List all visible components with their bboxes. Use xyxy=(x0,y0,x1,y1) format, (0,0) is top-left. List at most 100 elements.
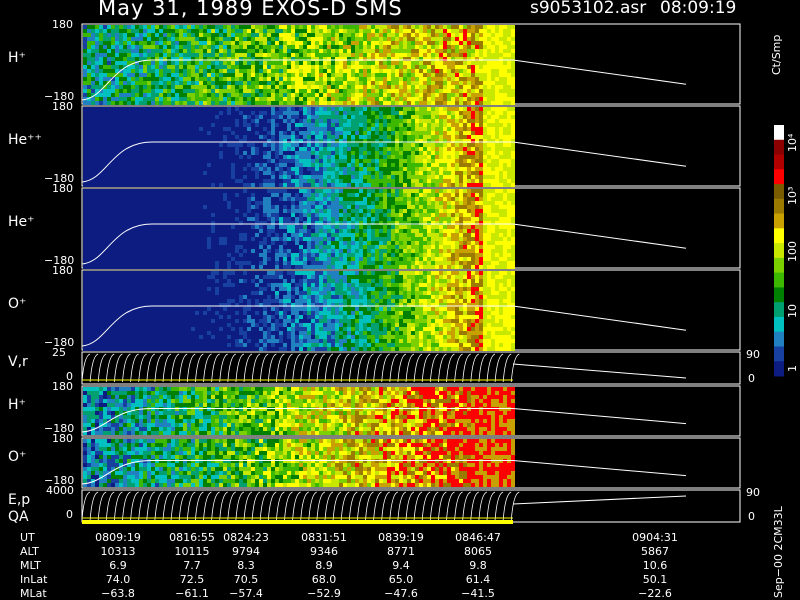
row-value: 10.6 xyxy=(642,559,668,572)
side-text: Sep−00 2CM33L xyxy=(772,506,785,598)
row-value: 5867 xyxy=(641,545,669,558)
row-value: 9.8 xyxy=(469,559,487,572)
colorbar-swatch xyxy=(774,169,784,185)
row-value: 68.0 xyxy=(311,573,337,586)
axis-tick-bottom: −180 xyxy=(44,172,75,185)
chart-title: May 31, 1989 EXOS-D SMS xyxy=(98,0,403,20)
colorbar-swatch xyxy=(774,302,784,318)
panel-label: E,p xyxy=(8,492,31,508)
row-value: −57.4 xyxy=(229,587,263,600)
row-value: 10313 xyxy=(100,545,136,558)
axis-tick-top: 180 xyxy=(52,182,73,195)
row-value: 10115 xyxy=(174,545,210,558)
colorbar-swatch xyxy=(774,228,784,244)
line-series xyxy=(81,353,520,383)
axis-tick-top: 180 xyxy=(52,432,73,445)
row-value: −47.6 xyxy=(384,587,418,600)
row-value: 0816:55 xyxy=(169,531,215,544)
row-value: 7.7 xyxy=(183,559,201,572)
heatmap-cells xyxy=(83,189,515,269)
axis-tick-bottom: −180 xyxy=(44,336,75,349)
colorbar-swatch xyxy=(774,257,784,274)
axis-tick-top: 180 xyxy=(52,264,73,277)
row-label: UT xyxy=(20,531,35,544)
axis-tick-top: 180 xyxy=(52,100,73,113)
row-value: 0831:51 xyxy=(301,531,347,544)
row-value: 61.4 xyxy=(465,573,491,586)
row-value: 9.4 xyxy=(392,559,410,572)
row-value: 8.9 xyxy=(315,559,333,572)
row-value: 0809:19 xyxy=(95,531,141,544)
colorbar-swatch xyxy=(774,243,784,259)
trend-line xyxy=(512,363,687,379)
colorbar-swatch xyxy=(774,361,784,377)
axis-tick-bottom: −180 xyxy=(44,474,75,487)
heatmap-cells xyxy=(83,387,515,435)
trace-line xyxy=(81,408,687,433)
row-value: 9346 xyxy=(310,545,338,558)
qa-label: QA xyxy=(8,509,29,525)
axis-tick-bottom: −180 xyxy=(44,90,75,103)
colorbar-swatch xyxy=(774,316,784,333)
row-label: MLT xyxy=(20,559,41,572)
row-value: 0846:47 xyxy=(455,531,501,544)
colorbar-swatch xyxy=(774,139,784,156)
line-series xyxy=(81,491,520,521)
row-value: 0904:31 xyxy=(632,531,678,544)
colorbar-tick: 10 xyxy=(786,304,799,318)
row-value: 6.9 xyxy=(109,559,127,572)
colorbar-swatch xyxy=(774,346,784,362)
colorbar-tick: 1 xyxy=(786,365,799,372)
row-value: 50.1 xyxy=(642,573,668,586)
colorbar-swatch xyxy=(774,213,784,229)
colorbar-swatch xyxy=(774,287,784,303)
row-label: ALT xyxy=(20,545,39,558)
colorbar-swatch xyxy=(774,272,784,288)
row-value: −22.6 xyxy=(638,587,672,600)
right-tick-bottom: 0 xyxy=(748,510,755,523)
axis-tick-bottom: −180 xyxy=(44,254,75,267)
colorbar-swatch xyxy=(774,154,784,170)
trace-line xyxy=(81,305,687,347)
axis-tick-bottom: 0 xyxy=(66,370,73,383)
right-tick-top: 90 xyxy=(746,348,760,361)
axis-tick-bottom: 0 xyxy=(66,508,73,521)
colorbar-tick: 10⁴ xyxy=(786,133,799,152)
row-value: −41.5 xyxy=(461,587,495,600)
row-value: 70.5 xyxy=(233,573,259,586)
row-value: 72.5 xyxy=(179,573,205,586)
axis-tick-top: 180 xyxy=(52,380,73,393)
panel-label: V,r xyxy=(8,354,28,370)
qa-bar xyxy=(82,520,513,524)
panel-label: H⁺ xyxy=(8,397,26,413)
right-tick-bottom: 0 xyxy=(748,372,755,385)
colorbar-swatch xyxy=(774,198,784,215)
row-label: InLat xyxy=(20,573,48,586)
panel-label: O⁺ xyxy=(8,449,27,465)
row-value: 65.0 xyxy=(388,573,414,586)
timestamp: 08:09:19 xyxy=(660,0,737,18)
heatmap-cells xyxy=(83,25,515,105)
trace-line xyxy=(81,223,687,265)
axis-tick-top: 25 xyxy=(52,346,66,359)
right-tick-top: 90 xyxy=(746,486,760,499)
row-value: −63.8 xyxy=(101,587,135,600)
heatmap-cells xyxy=(83,439,515,487)
colorbar-swatch xyxy=(774,331,784,347)
trace-line xyxy=(81,460,687,485)
row-value: −61.1 xyxy=(175,587,209,600)
row-value: 0824:23 xyxy=(223,531,269,544)
axis-tick-bottom: −180 xyxy=(44,422,75,435)
row-value: 74.0 xyxy=(105,573,131,586)
colorbar-swatch xyxy=(774,184,784,200)
colorbar-tick: 100 xyxy=(786,241,799,262)
row-value: 9794 xyxy=(232,545,260,558)
trace-line xyxy=(81,141,687,183)
panel-label: H⁺ xyxy=(8,50,26,66)
row-value: 8.3 xyxy=(237,559,255,572)
trend-line xyxy=(512,495,687,505)
colorbar-unit: Ct/Smp xyxy=(770,34,783,75)
colorbar-tick: 10³ xyxy=(786,186,799,205)
panel-label: O⁺ xyxy=(8,296,27,312)
